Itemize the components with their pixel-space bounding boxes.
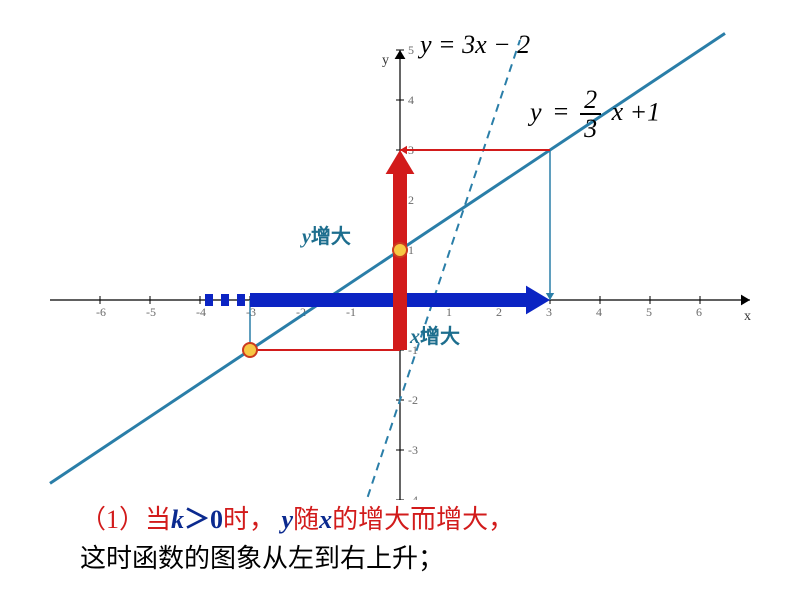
- eq1-lhs: y: [420, 30, 432, 59]
- eq2-lhs: y: [530, 97, 542, 126]
- caption-line2: 这时函数的图象从左到右上升；: [80, 544, 444, 573]
- eq1-rhs: 3x − 2: [462, 30, 530, 59]
- x-increase-label: x增大: [410, 320, 460, 349]
- caption-gt0: ＞0: [184, 505, 223, 534]
- svg-text:3: 3: [546, 305, 552, 319]
- svg-text:-6: -6: [96, 305, 106, 319]
- caption-mid2: 随: [293, 505, 319, 534]
- svg-text:-3: -3: [408, 443, 418, 457]
- caption-x: x: [319, 505, 332, 534]
- equation-line-1: y = 3x − 2: [420, 30, 530, 60]
- svg-text:2: 2: [408, 193, 414, 207]
- equation-line-2: y = 2 3 x +1: [530, 86, 660, 143]
- coordinate-plot: xy-6-5-4-3-2-1123456-4-3-2-112345: [0, 0, 794, 500]
- svg-text:2: 2: [496, 305, 502, 319]
- svg-text:-4: -4: [408, 493, 418, 500]
- eq2-x: x: [608, 97, 624, 126]
- svg-text:-1: -1: [346, 305, 356, 319]
- caption-text: （1）当k＞0时， y随x的增大而增大， 这时函数的图象从左到右上升；: [80, 500, 720, 578]
- caption-y: y: [282, 505, 294, 534]
- svg-text:y: y: [382, 53, 389, 68]
- caption-mid: 时，: [223, 505, 282, 534]
- svg-text:4: 4: [408, 93, 414, 107]
- svg-text:-2: -2: [408, 393, 418, 407]
- y-increase-label: yy增大增大: [302, 220, 351, 249]
- eq2-plus: +1: [630, 97, 661, 126]
- svg-text:5: 5: [646, 305, 652, 319]
- eq2-den: 3: [580, 115, 601, 142]
- caption-k: k: [171, 505, 184, 534]
- caption-suf1: 的增大而增大，: [332, 505, 514, 534]
- svg-text:5: 5: [408, 43, 414, 57]
- eq2-num: 2: [580, 86, 601, 115]
- svg-text:4: 4: [596, 305, 602, 319]
- svg-text:1: 1: [446, 305, 452, 319]
- caption-prefix: （1）当: [80, 505, 171, 534]
- svg-text:x: x: [744, 309, 751, 324]
- svg-text:6: 6: [696, 305, 702, 319]
- svg-text:-5: -5: [146, 305, 156, 319]
- svg-text:-4: -4: [196, 305, 206, 319]
- svg-text:-3: -3: [246, 305, 256, 319]
